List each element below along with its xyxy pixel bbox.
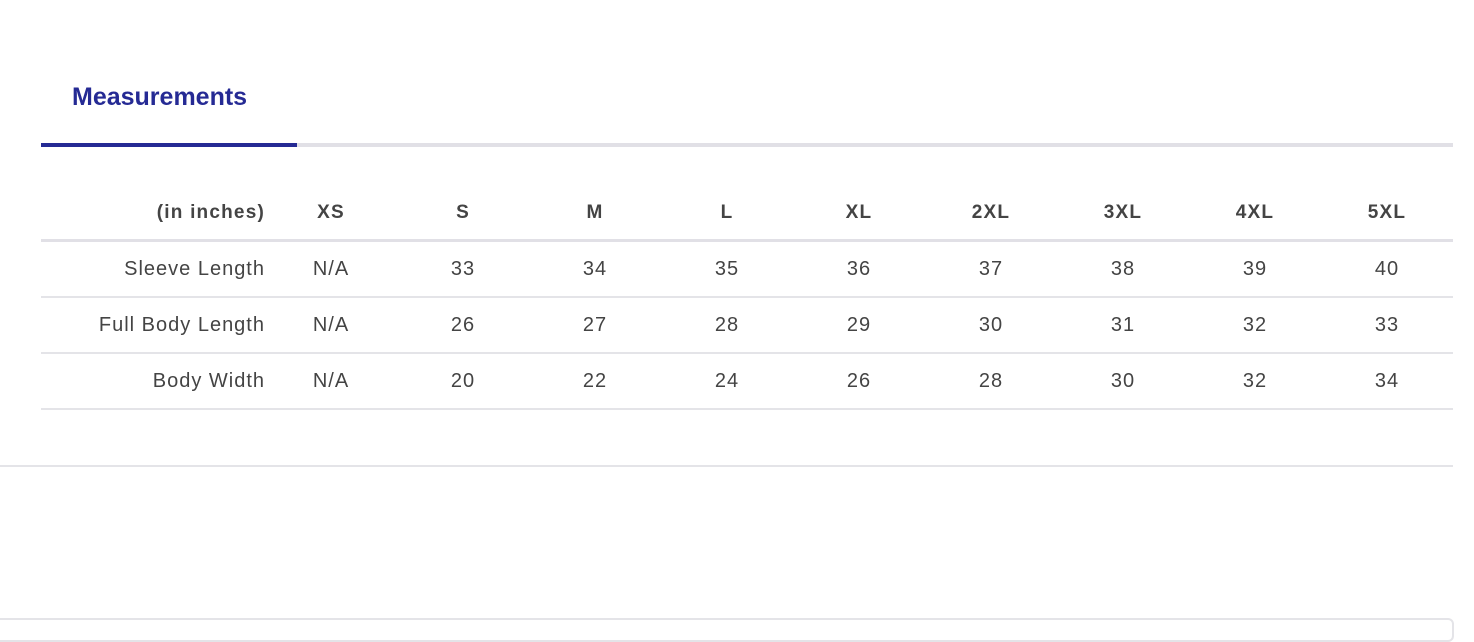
size-header: XS bbox=[265, 186, 397, 242]
measurement-cell: 36 bbox=[793, 240, 925, 298]
measurement-cell: 26 bbox=[397, 297, 529, 354]
measurement-cell: 32 bbox=[1189, 353, 1321, 410]
measurement-cell: 20 bbox=[397, 353, 529, 410]
measurement-cell: 29 bbox=[793, 297, 925, 354]
measurement-cell: 28 bbox=[925, 353, 1057, 410]
measurement-cell: 27 bbox=[529, 297, 661, 354]
measurement-cell: N/A bbox=[265, 297, 397, 354]
size-header: 5XL bbox=[1321, 186, 1453, 242]
size-header: L bbox=[661, 186, 793, 242]
tab-measurements[interactable]: Measurements bbox=[72, 83, 248, 111]
measurement-cell: 24 bbox=[661, 353, 793, 410]
table-row: Body Width N/A 20 22 24 26 28 30 32 34 bbox=[41, 353, 1453, 410]
size-header: 2XL bbox=[925, 186, 1057, 242]
measurement-cell: 30 bbox=[925, 297, 1057, 354]
measurement-cell: 22 bbox=[529, 353, 661, 410]
table-header-row: (in inches) XS S M L XL 2XL 3XL 4XL 5XL bbox=[41, 186, 1453, 242]
size-chart-table: (in inches) XS S M L XL 2XL 3XL 4XL 5XL Sleeve L… bbox=[41, 186, 1453, 410]
measurement-cell: 28 bbox=[661, 297, 793, 354]
tab-bar bbox=[41, 143, 1453, 147]
measurement-cell: N/A bbox=[265, 240, 397, 298]
measurement-cell: 37 bbox=[925, 240, 1057, 298]
row-label: Body Width bbox=[41, 353, 265, 410]
measurement-cell: N/A bbox=[265, 353, 397, 410]
measurement-cell: 26 bbox=[793, 353, 925, 410]
active-tab-indicator bbox=[41, 143, 297, 147]
table-row: Sleeve Length N/A 33 34 35 36 37 38 39 40 bbox=[41, 240, 1453, 298]
measurement-cell: 33 bbox=[1321, 297, 1453, 354]
size-header: S bbox=[397, 186, 529, 242]
measurement-cell: 31 bbox=[1057, 297, 1189, 354]
row-label: Full Body Length bbox=[41, 297, 265, 354]
unit-label: (in inches) bbox=[41, 186, 265, 242]
table-row: Full Body Length N/A 26 27 28 29 30 31 32 33 bbox=[41, 297, 1453, 354]
measurement-cell: 34 bbox=[1321, 353, 1453, 410]
size-header: XL bbox=[793, 186, 925, 242]
measurement-cell: 30 bbox=[1057, 353, 1189, 410]
measurement-cell: 40 bbox=[1321, 240, 1453, 298]
size-header: M bbox=[529, 186, 661, 242]
measurement-cell: 35 bbox=[661, 240, 793, 298]
size-header: 4XL bbox=[1189, 186, 1321, 242]
size-header: 3XL bbox=[1057, 186, 1189, 242]
divider bbox=[0, 465, 1453, 467]
measurement-cell: 39 bbox=[1189, 240, 1321, 298]
row-label: Sleeve Length bbox=[41, 240, 265, 298]
measurement-cell: 33 bbox=[397, 240, 529, 298]
measurement-cell: 38 bbox=[1057, 240, 1189, 298]
measurement-cell: 32 bbox=[1189, 297, 1321, 354]
measurement-cell: 34 bbox=[529, 240, 661, 298]
